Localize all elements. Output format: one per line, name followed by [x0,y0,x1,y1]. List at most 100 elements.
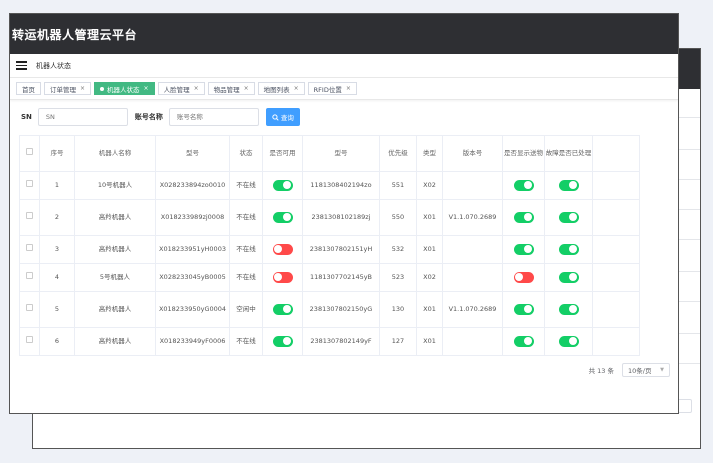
column-header: 机器人名称 [74,135,156,172]
available-cell [262,199,303,236]
fault-handled-cell [544,199,593,236]
fault-handled-toggle[interactable] [558,179,579,191]
available-toggle[interactable] [272,303,293,315]
show-delivery-toggle[interactable] [513,335,534,347]
table-header-row: 序号 机器人名称 型号 状态 是否可用 型号 优先级 类型 版本号 是否显示送物… [19,135,640,172]
type-cell: X02 [416,171,443,200]
fault-handled-toggle[interactable] [558,211,579,223]
tab-label: 首页 [22,85,35,94]
index-cell: 4 [39,263,75,292]
close-icon[interactable]: × [193,85,199,92]
top-header: 转运机器人管理云平台 [10,14,678,54]
version-cell: V1.1.070.2689 [442,291,503,328]
close-icon[interactable]: × [143,85,149,92]
active-dot-icon [100,86,105,91]
fault-handled-toggle[interactable] [558,335,579,347]
column-header: 版本号 [442,135,503,172]
account-name-input[interactable] [168,108,259,126]
column-header: 状态 [229,135,263,172]
tab-3[interactable]: 人脸管理 × [157,82,205,95]
close-icon[interactable]: × [80,85,86,92]
select-all-checkbox[interactable] [26,148,33,155]
app-title: 转运机器人管理云平台 [12,27,138,42]
checkbox-cell [19,291,40,328]
index-cell: 6 [39,327,75,356]
tab-0[interactable]: 首页 [16,82,41,95]
status-cell: 不在线 [229,327,263,356]
available-cell [262,263,303,292]
show-delivery-cell [502,171,545,200]
row-checkbox[interactable] [26,212,33,219]
available-toggle[interactable] [272,211,293,223]
index-cell: 3 [39,235,75,264]
model-cell: X028233045yB0005 [155,263,230,292]
row-checkbox[interactable] [26,180,33,187]
table-row: 3 高羚机器人 X018233951yH0003 不在线 2381307802151yH… [19,235,640,264]
show-delivery-toggle[interactable] [513,243,534,255]
type-cell: X01 [416,199,443,236]
hamburger-menu-icon[interactable] [16,61,27,70]
chevron-down-icon: ▼ [660,367,664,373]
model2-cell: 1181308402194zo [302,171,380,200]
close-icon[interactable]: × [293,85,299,92]
filter-bar: SN 账号名称 查询 [10,107,678,127]
sn-label: SN [21,113,32,121]
model2-cell: 1181307702145yB [302,263,380,292]
status-cell: 不在线 [229,171,263,200]
show-delivery-toggle[interactable] [513,211,534,223]
close-icon[interactable]: × [243,85,249,92]
available-cell [262,235,303,264]
row-checkbox[interactable] [26,272,33,279]
fault-handled-toggle[interactable] [558,271,579,283]
robot-name-cell: 高羚机器人 [74,291,156,328]
spacer-cell [592,199,640,236]
table-row: 6 高羚机器人 X018233949yF0006 不在线 2381307802149yF… [19,327,640,356]
account-name-label: 账号名称 [134,113,163,121]
table-row: 5 高羚机器人 X018233950yG0004 空闲中 2381307802150yG… [19,291,640,328]
robot-name-cell: 高羚机器人 [74,235,156,264]
search-icon [272,113,279,121]
show-delivery-cell [502,327,545,356]
search-button[interactable]: 查询 [265,108,300,126]
tab-label: 地图列表 [263,85,290,94]
row-checkbox[interactable] [26,336,33,343]
available-cell [262,291,303,328]
fault-handled-toggle[interactable] [558,243,579,255]
tab-label: RFID位置 [313,85,342,94]
tab-5[interactable]: 地图列表 × [257,82,305,95]
show-delivery-cell [502,199,545,236]
available-toggle[interactable] [272,179,293,191]
available-toggle[interactable] [272,271,293,283]
available-toggle[interactable] [272,335,293,347]
show-delivery-toggle[interactable] [513,179,534,191]
model-cell: X018233989zj0008 [155,199,230,236]
spacer-cell [592,235,640,264]
column-header: 是否显示送物 [502,135,545,172]
close-icon[interactable]: × [345,85,351,92]
page-size-select[interactable]: 10条/页 ▼ [622,363,670,377]
fault-handled-cell [544,291,593,328]
sn-input[interactable] [37,108,128,126]
spacer-cell [592,171,640,200]
available-toggle[interactable] [272,243,293,255]
row-checkbox[interactable] [26,244,33,251]
index-cell: 2 [39,199,75,236]
available-cell [262,171,303,200]
column-header: 型号 [155,135,230,172]
tab-2[interactable]: 机器人状态 × [94,82,155,95]
status-cell: 不在线 [229,199,263,236]
select-all-cell [19,135,40,172]
tab-6[interactable]: RFID位置 × [307,82,357,95]
show-delivery-toggle[interactable] [513,271,534,283]
breadcrumb: 机器人状态 [36,61,71,70]
tab-1[interactable]: 订单管理 × [44,82,92,95]
tab-4[interactable]: 物品管理 × [207,82,255,95]
tab-label: 物品管理 [213,85,240,94]
priority-cell: 550 [379,199,417,236]
row-checkbox[interactable] [26,304,33,311]
show-delivery-toggle[interactable] [513,303,534,315]
spacer-column [592,135,640,172]
fault-handled-cell [544,235,593,264]
fault-handled-toggle[interactable] [558,303,579,315]
column-header: 序号 [39,135,75,172]
